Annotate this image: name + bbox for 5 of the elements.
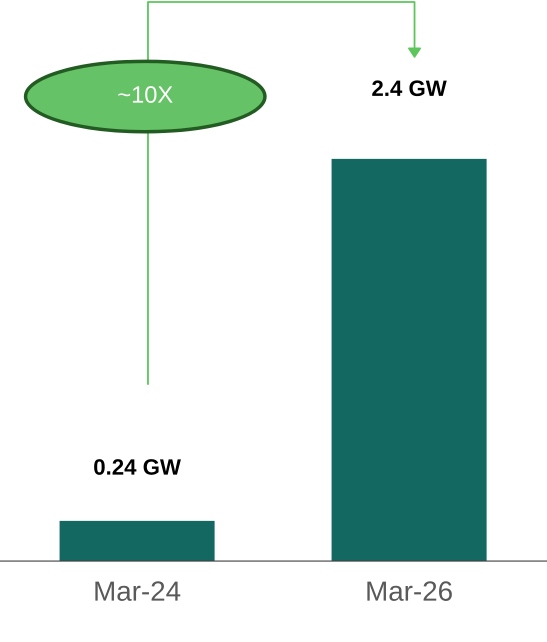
data-label: 0.24 GW	[94, 459, 181, 475]
data-label: 2.4 GW	[372, 80, 447, 96]
x-tick-label: Mar-26	[367, 581, 452, 601]
x-tick-label: Mar-24	[95, 581, 180, 601]
text: ~10X	[118, 86, 173, 103]
